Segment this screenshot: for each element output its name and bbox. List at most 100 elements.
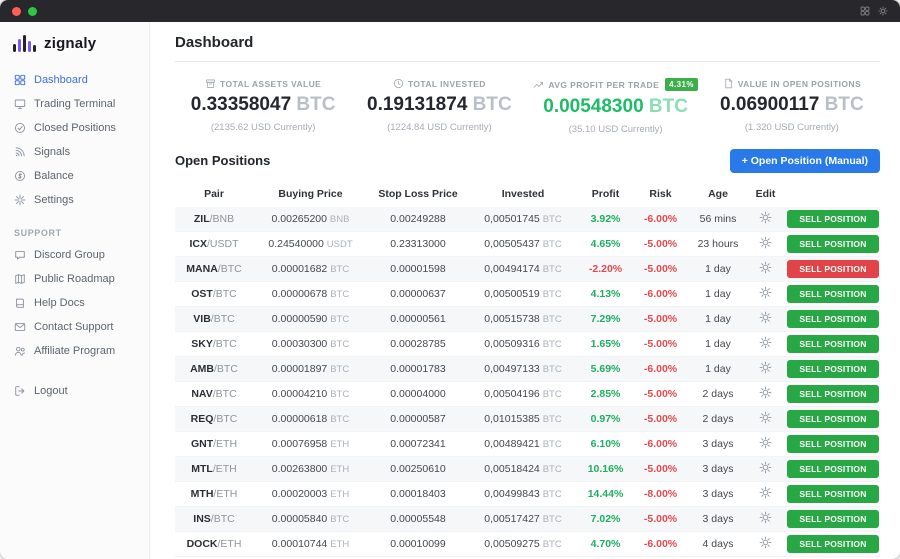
edit-gear-icon[interactable] (759, 386, 772, 399)
edit-gear-icon[interactable] (759, 436, 772, 449)
gear-icon[interactable] (878, 6, 888, 16)
column-header: Invested (501, 187, 545, 200)
stat-value: 0.33358047 BTC (175, 94, 351, 116)
sell-position-button[interactable]: SELL POSITION (787, 209, 879, 228)
cell-stop-loss: 0.00001598 (368, 256, 468, 282)
edit-gear-icon[interactable] (759, 536, 772, 549)
cell-age: 3 days (688, 506, 748, 532)
cell-age: 2 days (688, 381, 748, 407)
window-control-dot[interactable] (12, 6, 21, 16)
edit-gear-icon[interactable] (759, 461, 772, 474)
sidebar-item-discord-group[interactable]: Discord Group (0, 243, 149, 267)
cell-pair: NAV/BTC (175, 381, 253, 407)
edit-gear-icon[interactable] (759, 361, 772, 374)
cell-stop-loss: 0.00001783 (368, 356, 468, 382)
cell-risk: -5.00% (633, 381, 688, 407)
sidebar-item-signals[interactable]: Signals (0, 140, 149, 164)
logo-bars-icon (13, 35, 38, 52)
sell-position-button[interactable]: SELL POSITION (787, 409, 879, 428)
table-row: ZIL/BNB 0.00265200 BNB 0.00249288 0,0050… (175, 206, 880, 232)
sidebar-item-settings[interactable]: Settings (0, 188, 149, 212)
sell-position-button[interactable]: SELL POSITION (787, 459, 879, 478)
table-row: SKY/BTC 0.00030300 BTC 0.00028785 0,0050… (175, 331, 880, 357)
sidebar-item-logout[interactable]: Logout (0, 379, 149, 403)
cell-invested: 0,00494174 BTC (468, 256, 578, 282)
cell-buying-price: 0.00000590 BTC (253, 306, 368, 332)
edit-gear-icon[interactable] (759, 236, 772, 249)
zignaly-logo: zignaly (0, 35, 149, 52)
table-header-row: Pair Buying Price Stop Loss Price Invested P… (175, 181, 880, 207)
cell-profit: 7.29% (578, 306, 633, 332)
cell-stop-loss: 0.00000637 (368, 281, 468, 307)
cell-buying-price: 0.00000618 BTC (253, 406, 368, 432)
sidebar-item-contact-support[interactable]: Contact Support (0, 315, 149, 339)
window-control-dot[interactable] (28, 6, 37, 16)
open-position-button[interactable]: + Open Position (Manual) (729, 148, 880, 173)
clock-icon (393, 78, 404, 89)
cell-stop-loss: 0.00004000 (368, 381, 468, 407)
cell-invested: 0,00518424 BTC (468, 456, 578, 482)
sidebar-item-label: Help Docs (34, 297, 85, 309)
sell-position-button[interactable]: SELL POSITION (787, 509, 879, 528)
edit-gear-icon[interactable] (759, 336, 772, 349)
sidebar-item-affiliate-program[interactable]: Affiliate Program (0, 339, 149, 363)
column-header: Pair (204, 187, 224, 200)
sell-position-button[interactable]: SELL POSITION (787, 234, 879, 253)
stat-card: TOTAL INVESTED 0.19131874 BTC (1224.84 U… (351, 78, 527, 135)
table-row: REQ/BTC 0.00000618 BTC 0.00000587 0,0101… (175, 406, 880, 432)
sidebar-item-balance[interactable]: Balance (0, 164, 149, 188)
sidebar-item-label: Settings (34, 194, 74, 206)
sell-position-button[interactable]: SELL POSITION (787, 259, 879, 278)
sidebar-item-trading-terminal[interactable]: Trading Terminal (0, 92, 149, 116)
cell-stop-loss: 0.00028785 (368, 331, 468, 357)
grid-icon[interactable] (860, 6, 870, 16)
sidebar-item-public-roadmap[interactable]: Public Roadmap (0, 267, 149, 291)
cell-risk: -5.00% (633, 306, 688, 332)
edit-gear-icon[interactable] (759, 486, 772, 499)
edit-gear-icon[interactable] (759, 511, 772, 524)
table-row: AMB/BTC 0.00001897 BTC 0.00001783 0,0049… (175, 356, 880, 382)
pair-quote: /ETH (212, 462, 237, 475)
discord-icon (14, 249, 26, 261)
sell-position-button[interactable]: SELL POSITION (787, 484, 879, 503)
cell-risk: -8.00% (633, 481, 688, 507)
table-row: DOCK/ETH 0.00010744 ETH 0.00010099 0,005… (175, 531, 880, 557)
cell-profit: 0.97% (578, 406, 633, 432)
stat-number: 0.33358047 (190, 94, 292, 115)
settings-icon (14, 194, 26, 206)
sidebar-item-closed-positions[interactable]: Closed Positions (0, 116, 149, 140)
roadmap-icon (14, 273, 26, 285)
edit-gear-icon[interactable] (759, 211, 772, 224)
edit-gear-icon[interactable] (759, 311, 772, 324)
sidebar-item-label: Balance (34, 170, 74, 182)
pair-base: REQ (190, 412, 214, 425)
sidebar-item-help-docs[interactable]: Help Docs (0, 291, 149, 315)
sell-position-button[interactable]: SELL POSITION (787, 534, 879, 553)
edit-gear-icon[interactable] (759, 411, 772, 424)
cell-age: 3 days (688, 481, 748, 507)
sidebar-item-label: Closed Positions (34, 122, 116, 134)
sell-position-button[interactable]: SELL POSITION (787, 309, 879, 328)
edit-gear-icon[interactable] (759, 261, 772, 274)
sell-position-button[interactable]: SELL POSITION (787, 434, 879, 453)
cell-profit: 5.69% (578, 356, 633, 382)
edit-gear-icon[interactable] (759, 286, 772, 299)
cell-invested: 0,01015385 BTC (468, 406, 578, 432)
cell-stop-loss: 0.00072341 (368, 431, 468, 457)
cell-profit: 14.44% (578, 481, 633, 507)
sidebar-item-dashboard[interactable]: Dashboard (0, 68, 149, 92)
column-header: Edit (755, 187, 776, 200)
sell-position-button[interactable]: SELL POSITION (787, 334, 879, 353)
help-icon (14, 297, 26, 309)
stat-currency: BTC (472, 94, 512, 115)
cell-risk: -6.00% (633, 206, 688, 232)
sidebar-logout: Logout (0, 379, 149, 403)
cell-buying-price: 0.00030300 BTC (253, 331, 368, 357)
sell-position-button[interactable]: SELL POSITION (787, 359, 879, 378)
sell-position-button[interactable]: SELL POSITION (787, 384, 879, 403)
cell-age: 4 days (688, 531, 748, 557)
logout-icon (14, 385, 26, 397)
pair-quote: /BTC (212, 387, 237, 400)
cell-invested: 0,00504196 BTC (468, 381, 578, 407)
sell-position-button[interactable]: SELL POSITION (787, 284, 879, 303)
